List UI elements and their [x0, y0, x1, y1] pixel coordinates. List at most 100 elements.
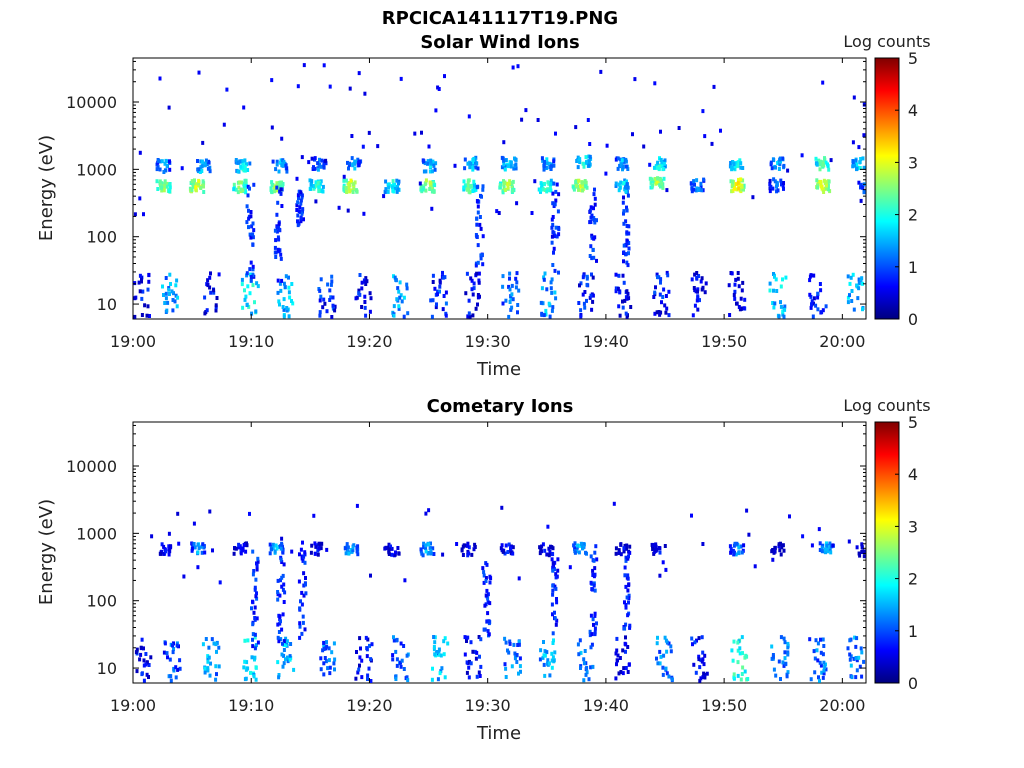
data-cell: [477, 635, 481, 639]
data-cell: [539, 300, 543, 305]
data-cell: [256, 556, 260, 561]
data-cell: [405, 653, 409, 658]
data-cell: [191, 542, 194, 547]
data-cell: [738, 651, 742, 656]
data-cell: [319, 667, 323, 672]
data-cell: [817, 675, 820, 680]
data-cell: [593, 611, 597, 616]
data-cell: [818, 167, 822, 172]
data-cell: [302, 593, 306, 598]
data-cell: [506, 648, 509, 653]
data-cell: [859, 182, 863, 187]
data-cell: [255, 567, 259, 572]
data-cell: [700, 659, 704, 664]
data-cell: [846, 300, 850, 305]
data-cell: [465, 660, 469, 665]
data-cell: [590, 642, 594, 647]
data-cell: [331, 295, 335, 300]
data-cell: [360, 305, 364, 309]
data-cell: [314, 544, 318, 549]
data-cell: [249, 278, 253, 283]
data-cell: [168, 272, 172, 277]
data-cell: [245, 271, 249, 276]
x-tick-label: 19:00: [110, 332, 156, 351]
noise-cell: [552, 561, 555, 566]
data-cell: [163, 161, 167, 166]
data-cell: [268, 542, 272, 547]
data-cell: [399, 664, 403, 669]
data-cell: [482, 573, 486, 578]
data-cell: [828, 547, 832, 552]
data-cell: [208, 275, 212, 280]
data-cell: [822, 660, 826, 665]
noise-cell: [300, 155, 304, 160]
data-cell: [442, 639, 446, 644]
data-cell: [517, 642, 521, 647]
data-cell: [270, 183, 274, 187]
heatmap-cells: [133, 63, 866, 319]
noise-cell: [800, 153, 804, 158]
data-cell: [614, 546, 618, 551]
data-cell: [276, 592, 280, 597]
data-cell: [434, 305, 438, 310]
data-cell: [296, 219, 299, 224]
data-cell: [298, 606, 302, 611]
data-cell: [622, 549, 626, 554]
data-cell: [659, 184, 662, 189]
data-cell: [775, 289, 779, 293]
data-cell: [700, 276, 704, 281]
data-cell: [582, 273, 586, 278]
data-cell: [580, 182, 584, 187]
data-cell: [278, 160, 282, 165]
data-cell: [431, 666, 434, 671]
data-cell: [593, 566, 597, 571]
data-cell: [237, 545, 241, 550]
data-cell: [353, 166, 357, 171]
data-cell: [701, 675, 705, 679]
noise-cell: [279, 187, 283, 192]
data-cell: [548, 673, 552, 678]
data-cell: [661, 167, 665, 172]
data-cell: [828, 541, 832, 546]
noise-cell: [138, 196, 142, 201]
data-cell: [621, 181, 625, 186]
data-cell: [517, 639, 521, 644]
data-cell: [247, 216, 251, 221]
data-cell: [852, 307, 856, 312]
data-cell: [819, 663, 823, 668]
data-cell: [397, 289, 401, 294]
data-cell: [284, 657, 287, 662]
data-cell: [244, 676, 248, 681]
data-cell: [506, 550, 510, 554]
data-cell: [625, 208, 629, 213]
data-cell: [360, 658, 364, 663]
data-cell: [282, 281, 286, 286]
data-cell: [359, 646, 362, 651]
data-cell: [273, 549, 277, 554]
data-cell: [474, 306, 478, 311]
data-cell: [248, 161, 252, 166]
noise-cell: [350, 134, 354, 138]
data-cell: [552, 181, 556, 186]
data-cell: [659, 310, 663, 315]
data-cell: [506, 185, 510, 190]
data-cell: [145, 660, 149, 665]
data-cell: [352, 186, 356, 191]
data-cell: [215, 649, 218, 654]
noise-cell: [631, 132, 634, 137]
noise-cell: [182, 574, 186, 579]
data-cell: [233, 546, 237, 551]
data-cell: [167, 182, 171, 187]
data-cell: [358, 655, 362, 660]
data-cell: [486, 600, 490, 605]
data-cell: [731, 188, 735, 193]
data-cell: [316, 167, 320, 172]
data-cell: [667, 289, 671, 294]
data-cell: [588, 629, 592, 634]
data-cell: [133, 281, 137, 286]
data-cell: [615, 648, 619, 653]
data-cell: [422, 541, 426, 546]
data-cell: [439, 653, 443, 658]
data-cell: [322, 661, 326, 666]
data-cell: [584, 155, 588, 160]
